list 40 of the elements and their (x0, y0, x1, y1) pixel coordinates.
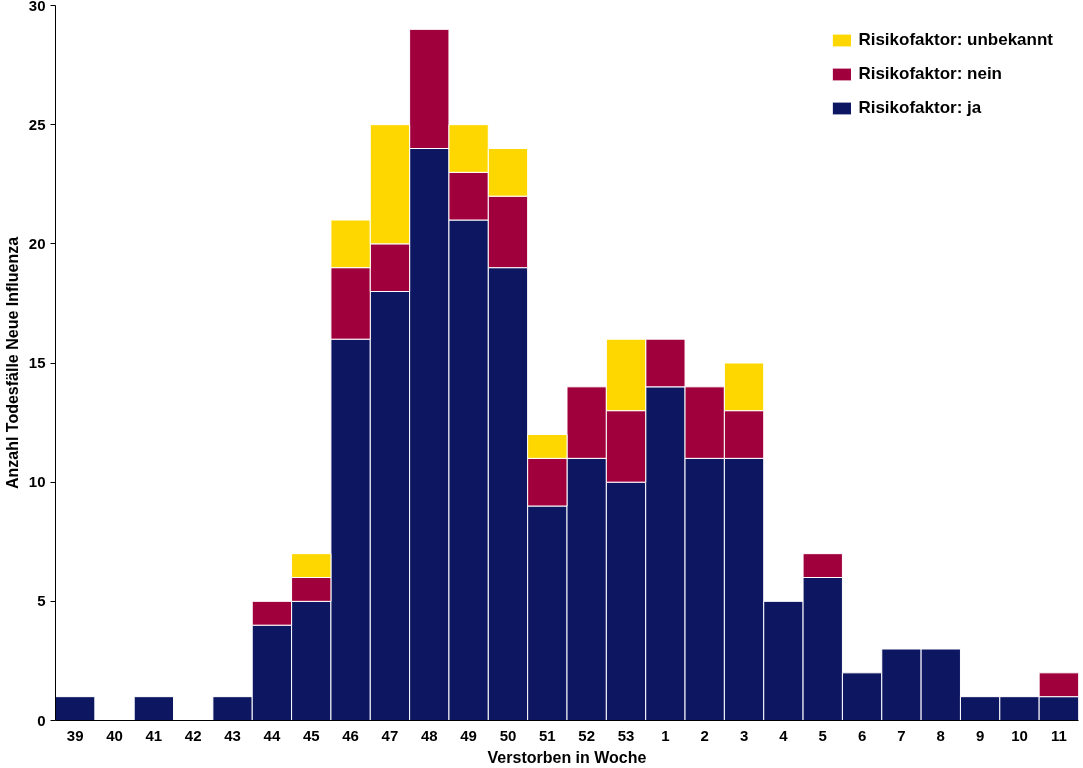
legend-label: Risikofaktor: ja (858, 98, 982, 118)
y-axis-title: Anzahl Todesfälle Neue Influenza (3, 236, 21, 490)
y-tick-label: 5 (37, 592, 46, 610)
x-tick-label: 11 (1050, 726, 1067, 744)
x-tick-label: 7 (897, 726, 906, 744)
x-tick-label: 45 (302, 726, 320, 744)
x-tick-label: 1 (661, 726, 670, 744)
x-tick-label: 8 (936, 726, 945, 744)
y-tick-label: 30 (28, 0, 46, 14)
x-tick-label: 46 (342, 726, 359, 744)
x-tick-label: 53 (617, 726, 635, 744)
x-tick-label: 3 (739, 726, 749, 744)
x-tick-label: 9 (975, 726, 985, 744)
y-tick-label: 0 (37, 711, 46, 729)
x-tick-label: 49 (460, 726, 477, 744)
legend-label: Risikofaktor: nein (858, 64, 1002, 84)
x-tick-label: 5 (818, 726, 827, 744)
x-tick-label: 6 (857, 726, 867, 744)
x-tick-label: 40 (106, 726, 123, 744)
bar (55, 696, 96, 721)
x-tick-label: 41 (145, 726, 163, 744)
legend-label: Risikofaktor: unbekannt (858, 30, 1053, 50)
x-tick-label: 42 (184, 726, 202, 744)
x-tick-label: 47 (381, 726, 399, 744)
x-tick-label: 50 (499, 726, 517, 744)
y-tick-label: 25 (28, 115, 46, 133)
x-tick-label: 39 (66, 726, 84, 744)
x-tick-label: 10 (1011, 726, 1028, 744)
y-tick-label: 15 (28, 354, 46, 371)
x-tick-label: 43 (224, 726, 241, 744)
x-tick-label: 51 (538, 726, 556, 744)
y-tick-label: 10 (28, 473, 46, 491)
x-tick-label: 52 (578, 726, 596, 744)
y-tick-label: 20 (28, 234, 46, 252)
x-tick-label: 44 (263, 726, 281, 744)
x-tick-label: 4 (779, 726, 789, 744)
x-tick-label: 2 (700, 726, 709, 744)
x-axis-title: Verstorben in Woche (487, 748, 647, 766)
x-tick-label: 48 (420, 726, 438, 744)
bar (133, 696, 175, 721)
